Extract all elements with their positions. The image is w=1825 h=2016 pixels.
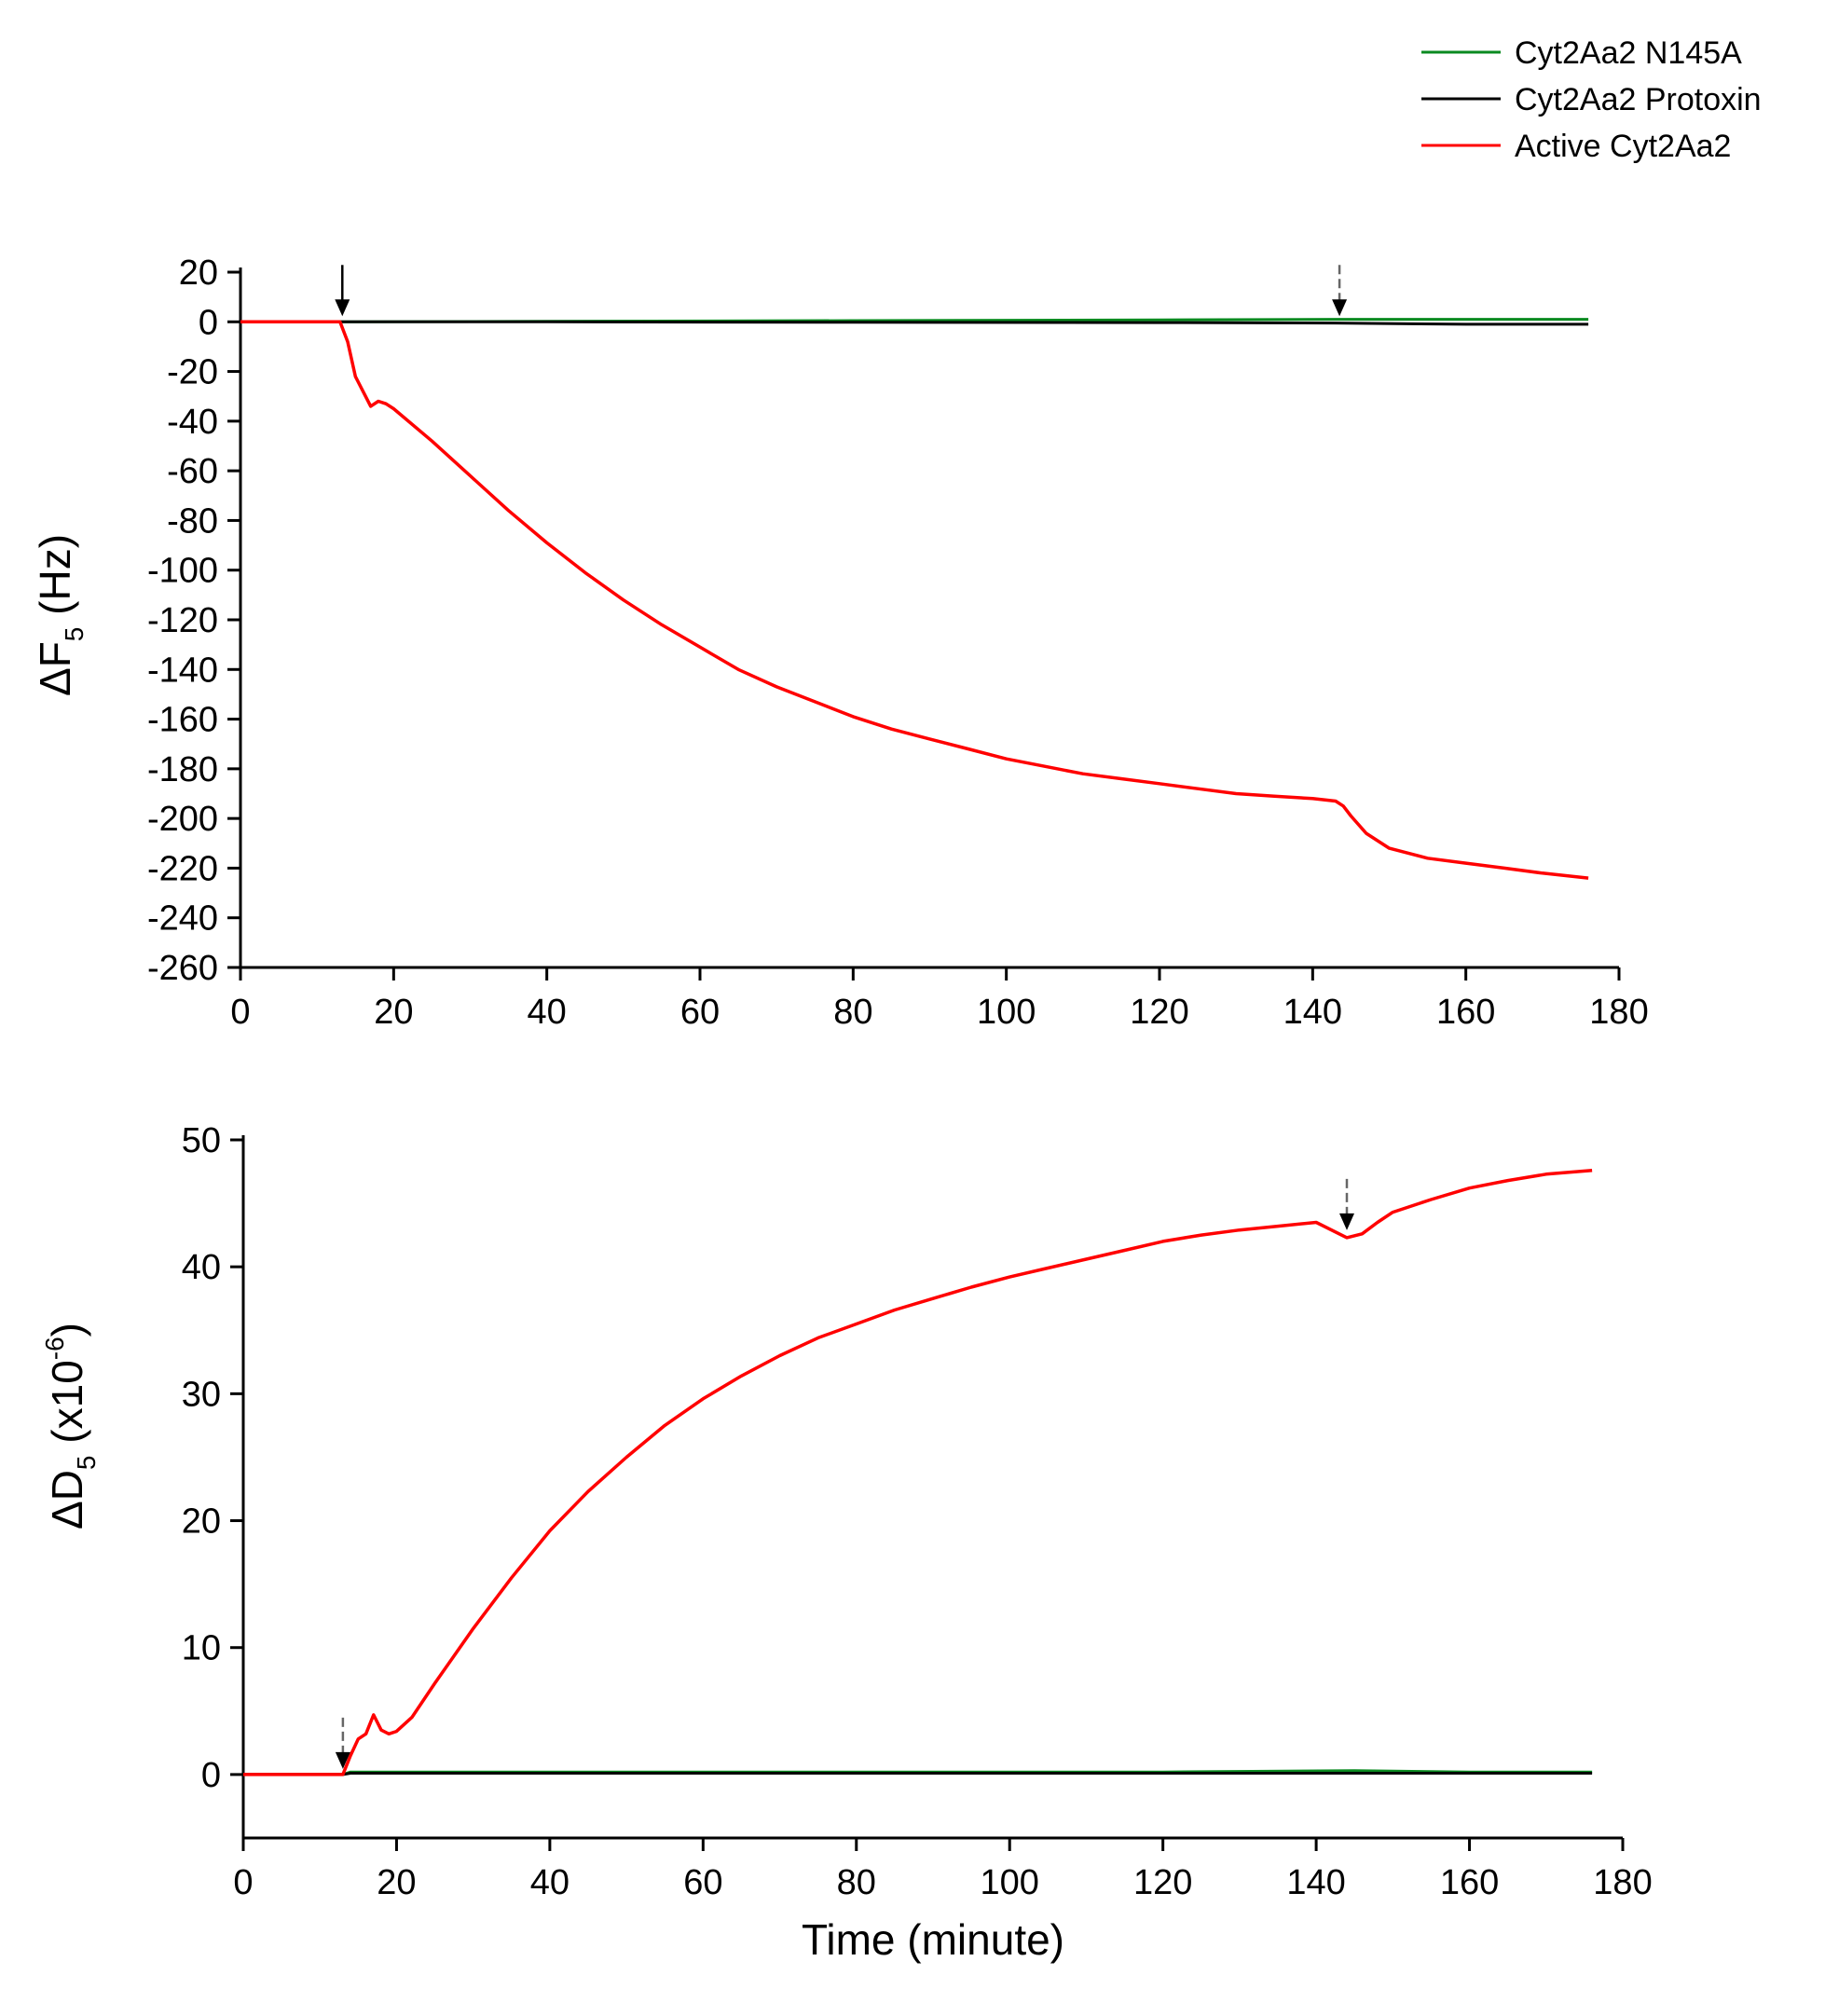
y-axis-title-sub: 5 (72, 1455, 101, 1470)
y-tick-label: -40 (167, 403, 218, 442)
x-tick-label: 160 (1440, 1863, 1499, 1902)
x-tick-label: 120 (1133, 1863, 1192, 1902)
injection-arrow-head (335, 1751, 350, 1769)
x-tick-label: 140 (1286, 1863, 1345, 1902)
panel-top-frequency: 20 0 -20 -40 -60 -80 -100 -120 -140 -160 -180 -200 -… (31, 254, 1649, 1032)
y-tick-label: -180 (147, 750, 218, 789)
legend-label-protoxin: Cyt2Aa2 Protoxin (1515, 82, 1762, 117)
y-tick-label: -120 (147, 601, 218, 640)
y-tick-label: -260 (147, 949, 218, 988)
x-tick-label: 180 (1593, 1863, 1652, 1902)
injection-arrow-head (335, 299, 350, 317)
x-tick-label: 20 (377, 1863, 416, 1902)
y-tick-label: -160 (147, 701, 218, 740)
y-tick-label: -100 (147, 552, 218, 591)
legend: Cyt2Aa2 N145A Cyt2Aa2 Protoxin Active Cy… (1421, 35, 1762, 164)
x-tick-label: 60 (683, 1863, 722, 1902)
x-axis-title: Time (minute) (802, 1915, 1064, 1964)
y-axis-title-unit: (x10 (43, 1360, 91, 1455)
series-line-active-cyt2aa2 (243, 1168, 1593, 1776)
x-tick-label: 40 (528, 993, 567, 1032)
y-tick-label: 20 (182, 1502, 221, 1542)
y-tick-label: 10 (182, 1629, 221, 1668)
y-axis-title: ΔF5 (Hz) (31, 534, 89, 696)
injection-arrow-head (1332, 299, 1348, 317)
x-tick-label: 20 (374, 993, 413, 1032)
y-tick-label: 40 (182, 1248, 221, 1287)
y-tick-label: -80 (167, 501, 218, 541)
x-tick-label: 80 (833, 993, 872, 1032)
y-axis-title-main: ΔD (43, 1470, 91, 1529)
x-tick-label: 140 (1283, 993, 1342, 1032)
y-tick-label: -220 (147, 849, 218, 888)
y-tick-label: 50 (182, 1121, 221, 1160)
x-tick-label: 160 (1436, 993, 1495, 1032)
x-tick-label: 180 (1589, 993, 1648, 1032)
x-tick-label: 100 (981, 1863, 1039, 1902)
y-tick-label: 30 (182, 1375, 221, 1414)
y-axis-title-close: ) (43, 1323, 91, 1337)
x-tick-label: 0 (230, 993, 250, 1032)
series-line-cyt2aa2-protoxin (243, 1772, 1593, 1776)
y-tick-label: 0 (201, 1756, 221, 1795)
x-tick-label: 0 (233, 1863, 253, 1902)
y-tick-label: -240 (147, 899, 218, 939)
y-axis-title-unit: (Hz) (31, 534, 79, 627)
y-tick-label: 0 (199, 303, 218, 342)
y-tick-label: -200 (147, 800, 218, 839)
x-tick-label: 100 (977, 993, 1036, 1032)
y-axis-title-sub: 5 (60, 627, 89, 642)
series-line-cyt2aa2-protoxin (240, 320, 1589, 326)
x-tick-label: 40 (530, 1863, 569, 1902)
y-tick-label: -60 (167, 452, 218, 491)
y-axis-title: ΔD5 (x10-6) (40, 1323, 101, 1529)
x-tick-label: 80 (837, 1863, 876, 1902)
legend-label-n145a: Cyt2Aa2 N145A (1515, 35, 1742, 71)
x-tick-label: 120 (1130, 993, 1188, 1032)
y-tick-label: -140 (147, 651, 218, 690)
y-tick-label: 20 (179, 254, 218, 293)
x-tick-label: 60 (680, 993, 720, 1032)
y-axis-title-main: ΔF (31, 641, 79, 696)
legend-label-active: Active Cyt2Aa2 (1515, 129, 1731, 164)
y-tick-label: -20 (167, 353, 218, 392)
injection-arrow-head (1339, 1213, 1354, 1230)
y-axis-title-sup: -6 (40, 1337, 69, 1360)
series-line-active-cyt2aa2 (240, 320, 1589, 880)
